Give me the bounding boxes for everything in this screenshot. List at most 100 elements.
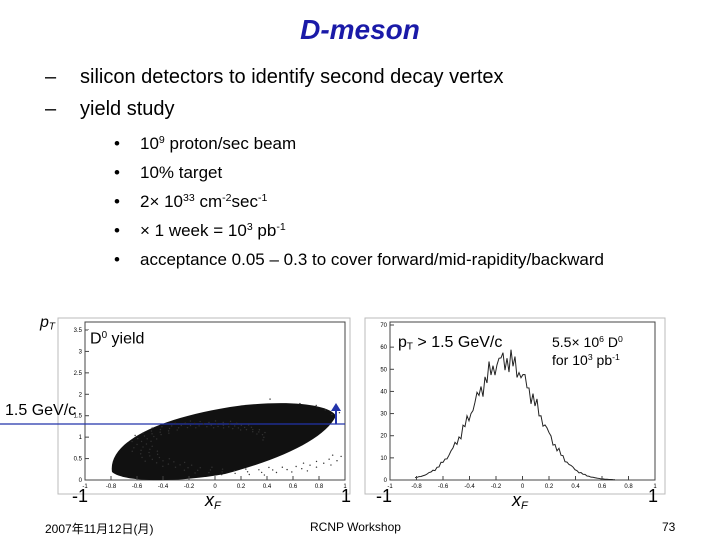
scatter-dot — [131, 450, 133, 453]
supscript: 3 — [246, 221, 253, 234]
scatter-dot — [180, 424, 183, 427]
scatter-dot — [153, 435, 155, 438]
scatter-dot — [256, 433, 258, 435]
scatter-dot — [143, 435, 146, 437]
scatter-dot — [148, 451, 150, 454]
scatter-dot — [159, 428, 162, 431]
scatter-dot — [252, 428, 254, 431]
x-axis-label: xF — [205, 490, 221, 512]
scatter-dot — [323, 462, 325, 464]
scatter-dot — [133, 447, 135, 449]
y-tick-label: 3 — [79, 349, 83, 355]
subscript: F — [214, 499, 221, 512]
scatter-dot — [252, 430, 254, 433]
text: cm — [194, 192, 223, 211]
y-tick-label: 40 — [380, 389, 387, 395]
text: yield — [107, 330, 145, 348]
text: pb — [592, 352, 613, 368]
scatter-dot — [199, 420, 201, 423]
scatter-dot — [155, 438, 158, 440]
scatter-dot — [233, 469, 236, 472]
scatter-dot — [301, 468, 303, 470]
y-tick-label: 0 — [79, 478, 83, 484]
text: × 1 week = 10 — [140, 221, 247, 240]
scatter-dot — [234, 472, 236, 475]
x-tick-label: 0.6 — [598, 484, 607, 490]
scatter-dot — [245, 428, 248, 431]
scatter-dot — [302, 462, 305, 464]
scatter-dot — [131, 440, 133, 443]
bullet-dot: • — [114, 250, 120, 269]
x-min-label: -1 — [72, 486, 89, 506]
scatter-dot — [258, 429, 261, 431]
x-tick-label: -0.6 — [438, 484, 449, 490]
arrow-head — [331, 403, 341, 411]
scatter-dot — [222, 427, 225, 429]
scatter-dot — [315, 466, 318, 468]
scatter-dot — [233, 425, 236, 427]
scatter-dot — [263, 436, 265, 439]
cut-label: 1.5 GeV/c — [5, 402, 77, 419]
scatter-dot — [330, 464, 332, 466]
supscript: 6 — [599, 334, 604, 345]
supscript: -1 — [612, 352, 620, 363]
supscript: 33 — [183, 192, 195, 205]
scatter-dot — [160, 433, 162, 436]
scatter-dot — [156, 450, 159, 452]
scatter-dot — [245, 468, 247, 470]
x-tick-label: -0.8 — [411, 484, 422, 490]
y-tick-label: 2 — [79, 392, 83, 398]
scatter-dot — [235, 422, 238, 424]
text: sec — [231, 192, 258, 211]
x-tick-label: 0.4 — [263, 484, 272, 490]
bullet-dot: • — [114, 221, 120, 240]
scatter-dot — [246, 471, 249, 473]
y-tick-label: 0.5 — [74, 457, 83, 463]
x-tick-label: -0.6 — [132, 484, 143, 490]
scatter-dot — [168, 432, 170, 434]
x-tick-label: 0.8 — [315, 484, 324, 490]
bullet-dot: • — [114, 134, 120, 153]
text: x — [205, 490, 214, 510]
scatter-dot — [240, 424, 243, 427]
scatter-dot — [186, 426, 189, 429]
scatter-dot — [139, 453, 142, 455]
scatter-dot — [171, 425, 173, 427]
scatter-dot — [145, 443, 148, 445]
supscript: 0 — [617, 334, 623, 345]
scatter-dot — [168, 427, 171, 430]
scatter-dot — [222, 421, 224, 424]
scatter-dot — [315, 404, 317, 407]
footer-date: 2007年11月12日(月) — [45, 522, 154, 536]
text: x — [512, 490, 521, 510]
scatter-dot — [155, 462, 158, 464]
scatter-dot — [194, 422, 196, 425]
x-tick-label: 0.2 — [545, 484, 554, 490]
scatter-dot — [260, 471, 263, 474]
scatter-dot — [174, 466, 177, 468]
scatter-dot — [173, 461, 175, 463]
scatter-dot — [211, 466, 213, 468]
text: D — [603, 334, 618, 350]
scatter-dot — [162, 460, 164, 462]
scatter-dot — [306, 470, 309, 472]
supscript: -1 — [257, 192, 268, 205]
scatter-dot — [299, 402, 301, 405]
scatter-dot — [151, 458, 154, 461]
scatter-dot — [232, 427, 234, 430]
scatter-dot — [338, 412, 341, 414]
x-tick-label: -0.4 — [464, 484, 475, 490]
scatter-dot — [237, 427, 240, 429]
bullet-dot: • — [114, 163, 120, 182]
y-tick-label: 70 — [380, 323, 387, 329]
scatter-dot — [134, 434, 136, 437]
x-tick-label: 0.4 — [571, 484, 580, 490]
y-tick-label: 0 — [384, 478, 388, 484]
bullet-dot: • — [114, 192, 120, 211]
scatter-dot — [151, 427, 153, 429]
scatter-dot — [202, 423, 205, 425]
scatter-dot — [239, 429, 242, 431]
scatter-dot — [149, 455, 151, 457]
scatter-dot — [229, 420, 232, 423]
x-tick-label: -0.8 — [106, 484, 117, 490]
